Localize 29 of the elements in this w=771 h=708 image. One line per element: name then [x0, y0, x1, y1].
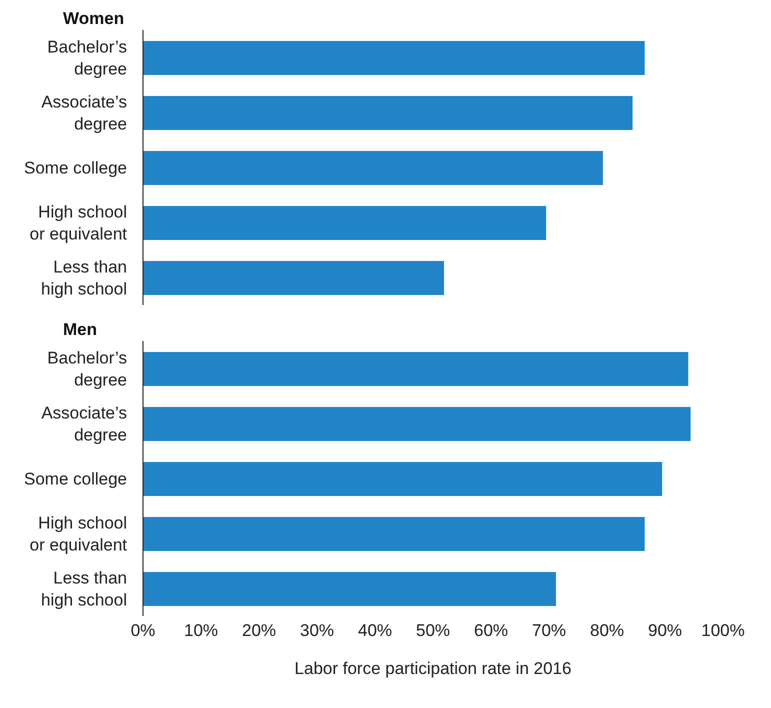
bar: [143, 206, 546, 240]
bar: [143, 96, 633, 130]
y-tick-label: Associate’s degree: [41, 403, 127, 444]
x-axis-title: Labor force participation rate in 2016: [294, 659, 572, 678]
y-tick-label: Associate’s degree: [41, 92, 127, 133]
x-tick-label: 70%: [532, 621, 566, 640]
x-tick-label: 50%: [416, 621, 450, 640]
x-tick-label: 100%: [701, 621, 745, 640]
y-tick-label: Bachelor’s degree: [47, 348, 127, 389]
y-tick-label: Less than high school: [40, 568, 127, 609]
y-tick-label: High school or equivalent: [30, 202, 128, 243]
y-tick-label: High school or equivalent: [30, 513, 128, 554]
bar: [143, 151, 603, 185]
y-tick-label: Bachelor’s degree: [47, 37, 127, 78]
x-tick-label: 40%: [358, 621, 392, 640]
y-tick-label: Some college: [24, 158, 127, 177]
x-tick-label: 90%: [648, 621, 682, 640]
x-tick-label: 10%: [184, 621, 218, 640]
y-tick-label: Some college: [24, 469, 127, 488]
y-tick-label: Less than high school: [40, 257, 127, 298]
x-tick-label: 30%: [300, 621, 334, 640]
x-tick-label: 20%: [242, 621, 276, 640]
bar: [143, 261, 444, 295]
chart-title: Women: [62, 8, 126, 30]
chart-title: Men: [62, 319, 98, 341]
bar: [143, 41, 645, 75]
x-tick-label: 80%: [590, 621, 624, 640]
x-tick-label: 60%: [474, 621, 508, 640]
x-tick-label: 0%: [130, 621, 156, 640]
